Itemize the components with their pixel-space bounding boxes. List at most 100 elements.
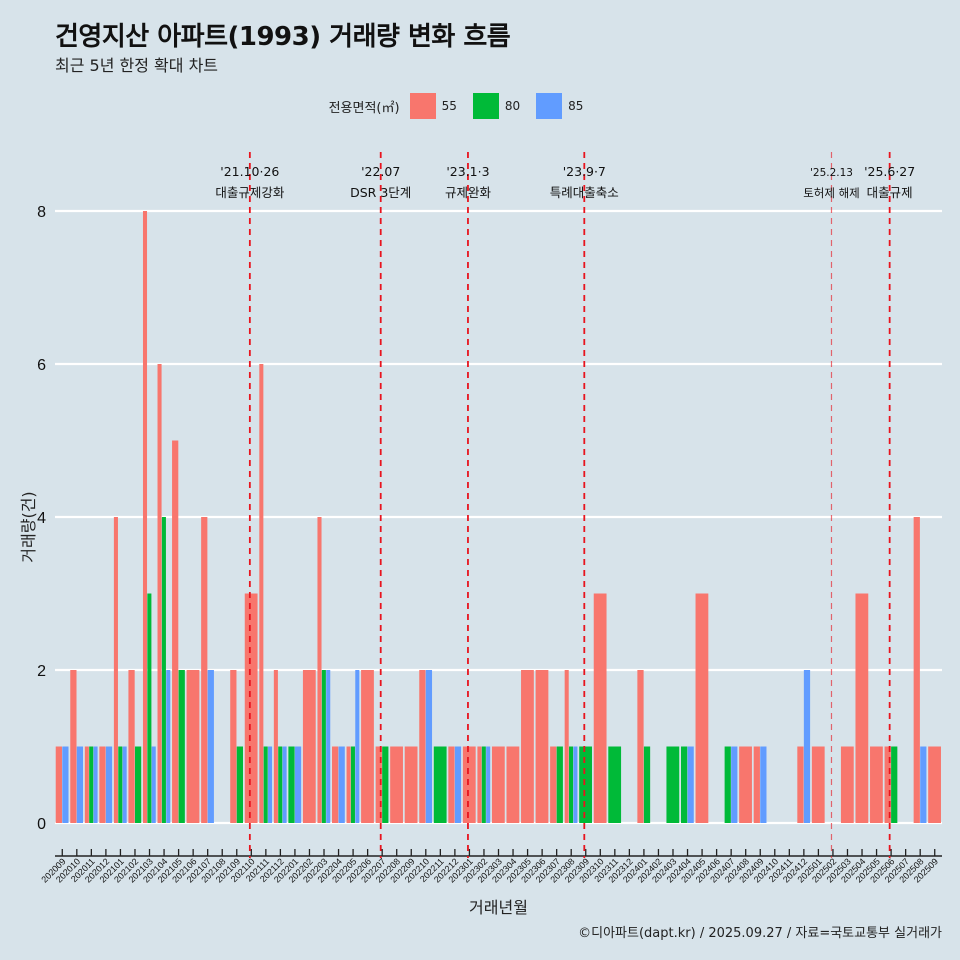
bar-85-202308 bbox=[573, 746, 578, 823]
bar-55-202102 bbox=[128, 670, 135, 823]
y-tick-label: 2 bbox=[37, 663, 46, 680]
bar-85-202010 bbox=[76, 746, 84, 823]
bar-85-202012 bbox=[105, 746, 113, 823]
bar-55-202112 bbox=[273, 670, 278, 823]
bar-55-202506 bbox=[884, 746, 891, 823]
bar-55-202302 bbox=[477, 746, 482, 823]
chart-title: 건영지산 아파트(1993) 거래량 변화 흐름 bbox=[55, 22, 511, 52]
legend: 전용면적(㎡) 55 80 85 bbox=[0, 93, 960, 119]
bar-80-202011 bbox=[89, 746, 94, 823]
bar-55-202412 bbox=[797, 746, 804, 823]
bar-85-202112 bbox=[282, 746, 287, 823]
bar-55-202310 bbox=[593, 593, 607, 823]
bar-55-202210 bbox=[419, 670, 426, 823]
bar-80-202401 bbox=[643, 746, 651, 823]
event-date-202309: '23.9·7 bbox=[563, 164, 606, 179]
event-label-202506: 대출규제 bbox=[867, 185, 913, 200]
bar-80-202404 bbox=[680, 746, 688, 823]
bar-55-202305 bbox=[521, 670, 534, 823]
legend-swatch-80 bbox=[472, 93, 499, 119]
legend-label-85: 85 bbox=[568, 99, 584, 113]
bar-85-202101 bbox=[122, 746, 127, 823]
bar-55-202101 bbox=[113, 517, 118, 823]
bar-55-202209 bbox=[404, 746, 418, 823]
event-label-202301: 규제완화 bbox=[445, 185, 492, 200]
bar-55-202505 bbox=[870, 746, 883, 823]
bar-85-202508 bbox=[920, 746, 927, 823]
bar-85-202111 bbox=[268, 746, 273, 823]
bar-55-202301 bbox=[462, 746, 476, 823]
bar-55-202504 bbox=[855, 593, 869, 823]
bar-80-202311 bbox=[608, 746, 622, 823]
bar-85-202210 bbox=[425, 670, 433, 823]
legend-swatch-85 bbox=[536, 93, 563, 119]
bar-85-202205 bbox=[355, 670, 360, 823]
bar-85-202409 bbox=[760, 746, 767, 823]
bar-80-202307 bbox=[556, 746, 563, 823]
bar-80-202407 bbox=[724, 746, 731, 823]
x-axis-label: 거래년월 bbox=[469, 898, 528, 917]
bar-55-202203 bbox=[317, 517, 322, 823]
bar-55-202011 bbox=[84, 746, 89, 823]
bar-85-202011 bbox=[93, 746, 98, 823]
bar-80-202101 bbox=[118, 746, 123, 823]
bar-55-202104 bbox=[157, 364, 162, 823]
bar-55-202111 bbox=[259, 364, 264, 823]
bar-55-202304 bbox=[506, 746, 520, 823]
bar-85-202302 bbox=[486, 746, 491, 823]
bar-80-202308 bbox=[569, 746, 574, 823]
bar-55-202306 bbox=[535, 670, 549, 823]
bar-85-202412 bbox=[803, 670, 811, 823]
bar-80-202309 bbox=[579, 746, 592, 823]
event-date-202110: '21.10·26 bbox=[220, 164, 279, 179]
bar-85-202107 bbox=[207, 670, 214, 823]
bar-55-202110 bbox=[244, 593, 258, 823]
bar-80-202102 bbox=[134, 746, 142, 823]
bar-85-202103 bbox=[151, 746, 156, 823]
bar-55-202307 bbox=[550, 746, 557, 823]
bar-80-202207 bbox=[382, 746, 389, 823]
event-date-202301: '23.1·3 bbox=[446, 164, 489, 179]
bar-80-202201 bbox=[288, 746, 295, 823]
bar-55-202105 bbox=[172, 440, 179, 823]
bar-55-202503 bbox=[840, 746, 854, 823]
bar-85-202204 bbox=[338, 746, 345, 823]
legend-swatch-55 bbox=[409, 93, 436, 119]
event-label-202309: 특례대출축소 bbox=[550, 185, 619, 200]
bar-55-202509 bbox=[928, 746, 941, 823]
legend-label-55: 55 bbox=[441, 99, 457, 113]
bar-80-202302 bbox=[481, 746, 486, 823]
bar-55-202107 bbox=[201, 517, 208, 823]
bar-55-202106 bbox=[186, 670, 200, 823]
event-label-202207: DSR 3단계 bbox=[350, 185, 411, 200]
bar-55-202103 bbox=[142, 211, 148, 823]
bar-80-202403 bbox=[666, 746, 680, 823]
bar-55-202010 bbox=[70, 670, 77, 823]
y-tick-label: 6 bbox=[37, 357, 46, 374]
event-date-202207: '22.07 bbox=[361, 164, 400, 179]
event-date-202506: '25.6·27 bbox=[864, 164, 915, 179]
bar-85-202104 bbox=[166, 670, 171, 823]
bar-55-202409 bbox=[753, 746, 760, 823]
bar-55-202212 bbox=[448, 746, 455, 823]
bar-80-202506 bbox=[891, 746, 898, 823]
bar-80-202112 bbox=[278, 746, 283, 823]
bar-55-202009 bbox=[55, 746, 62, 823]
bar-80-202205 bbox=[350, 746, 355, 823]
bar-55-202202 bbox=[302, 670, 316, 823]
bar-85-202212 bbox=[454, 746, 462, 823]
bar-55-202303 bbox=[491, 746, 505, 823]
bar-55-202204 bbox=[332, 746, 339, 823]
bar-55-202208 bbox=[390, 746, 403, 823]
bar-85-202404 bbox=[687, 746, 694, 823]
bar-80-202211 bbox=[433, 746, 447, 823]
bar-55-202308 bbox=[564, 670, 569, 823]
y-tick-label: 0 bbox=[37, 816, 46, 833]
bar-55-202408 bbox=[739, 746, 752, 823]
legend-label-80: 80 bbox=[504, 99, 521, 113]
y-tick-label: 8 bbox=[37, 204, 46, 221]
bar-55-202207 bbox=[375, 746, 382, 823]
bar-80-202105 bbox=[178, 670, 185, 823]
bar-55-202012 bbox=[99, 746, 106, 823]
